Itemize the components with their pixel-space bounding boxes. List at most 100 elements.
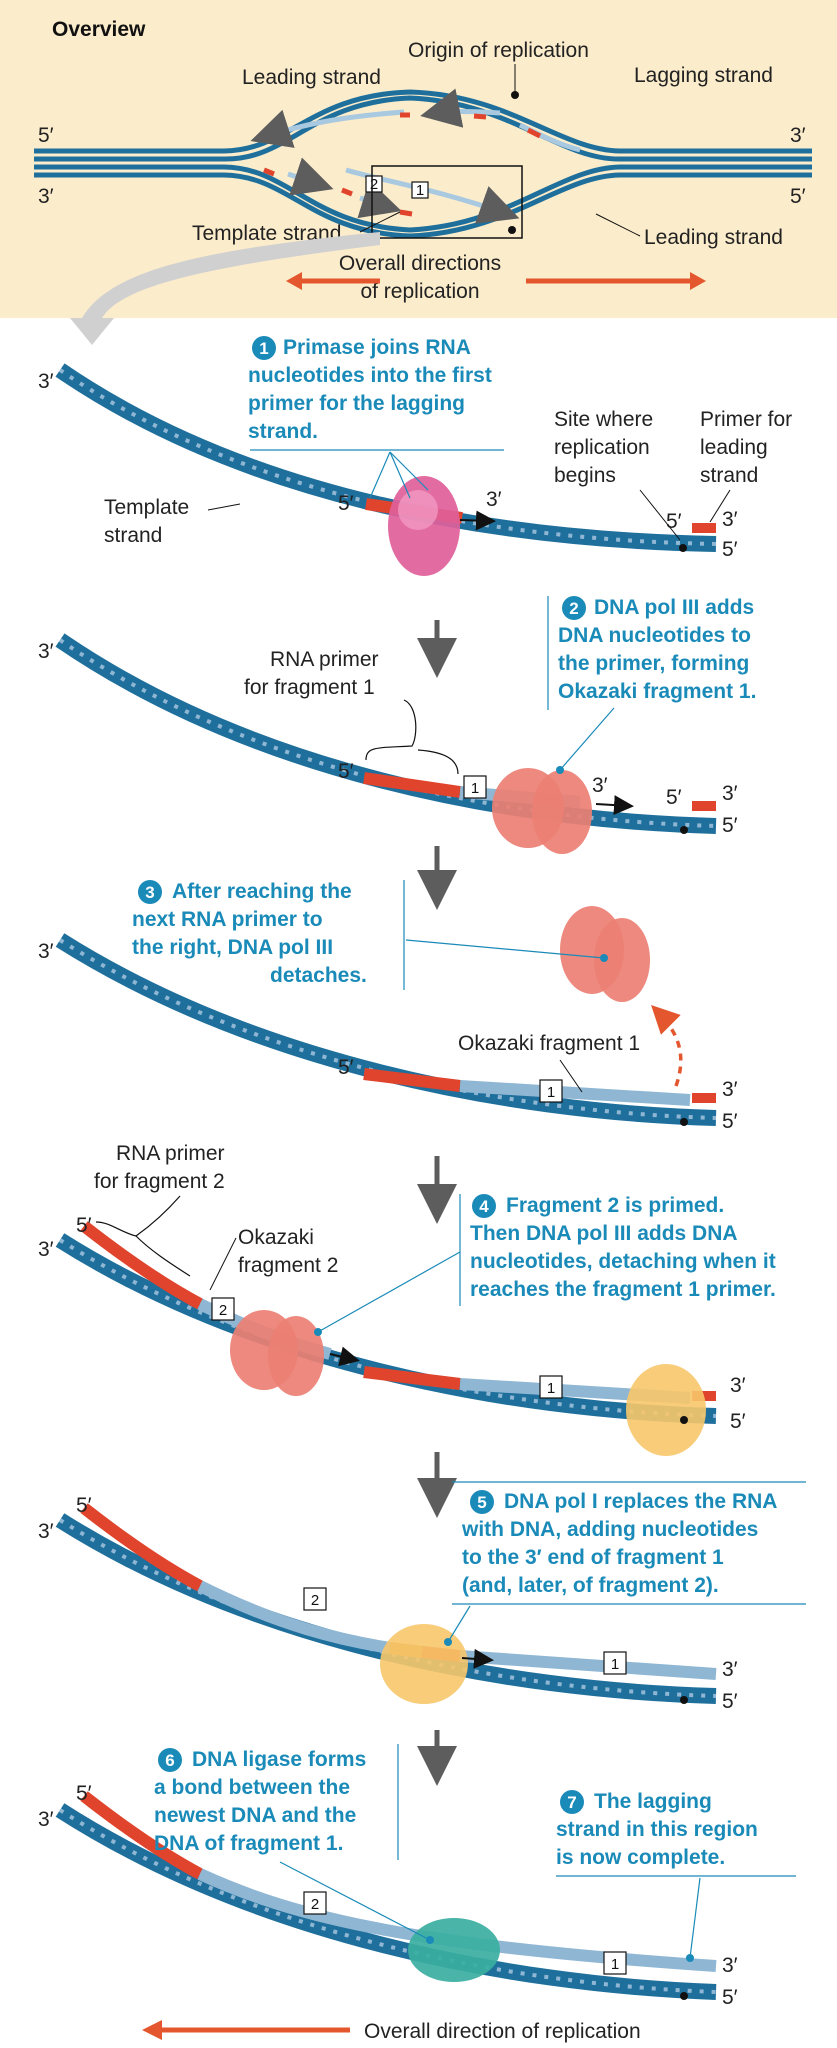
step-2-line-4: Okazaki fragment 1. xyxy=(558,680,756,703)
step-1-line-1: Primase joins RNA xyxy=(283,336,471,359)
primer-leading-leader xyxy=(709,489,731,523)
site-line-2: replication xyxy=(554,436,650,459)
panel-1-5prime-right: 5′ xyxy=(722,538,738,561)
panel-4-3prime-right: 3′ xyxy=(730,1374,746,1397)
step-7-badge xyxy=(560,1790,584,1814)
panel-1-template-bases xyxy=(58,368,717,546)
dna-ligase-enzyme xyxy=(408,1918,500,1982)
panel-3-okazaki-fragment xyxy=(459,1080,691,1106)
template-strand-label: Template strand xyxy=(192,222,341,245)
step-3-line-4: detaches. xyxy=(270,964,367,987)
panel-4-direction-arrow xyxy=(329,1346,360,1367)
panel-5-5prime-right: 5′ xyxy=(722,1690,738,1713)
step-4-leader-dot xyxy=(314,1328,322,1336)
primer-bottom-3 xyxy=(399,209,413,217)
site-leader xyxy=(639,489,681,541)
step-7-leader xyxy=(689,1877,701,1959)
step-5-badge xyxy=(470,1490,494,1514)
panel-6-3prime-left: 3′ xyxy=(38,1808,54,1831)
panel-4-fragment1-label: 1 xyxy=(547,1380,555,1397)
overview-fragment-2-box xyxy=(365,175,383,193)
panel-1-template-line-1: Template xyxy=(104,496,189,519)
panel-1-direction-arrow xyxy=(459,510,496,531)
primer-leading-line-1: Primer for xyxy=(700,408,792,431)
bottom-parental-strand-outer xyxy=(34,172,812,239)
detached-pol-iii-b xyxy=(594,918,650,1002)
panel-4-fragment2-box xyxy=(211,1297,235,1321)
step-3-leader-dot xyxy=(600,954,608,962)
step-5-number: 5 xyxy=(477,1493,486,1512)
panel-5-rna-primer-2 xyxy=(80,1503,203,1592)
step-6-line-4: DNA of fragment 1. xyxy=(154,1832,343,1855)
rna-primer-1-bracket-right xyxy=(417,749,459,775)
primer-leading-line-2: leading xyxy=(700,436,768,459)
footer-direction-label: Overall direction of replication xyxy=(364,2020,641,2043)
overview-fragment-1-label: 1 xyxy=(416,182,424,199)
step-3-number: 3 xyxy=(145,883,154,902)
panel-4: 2 1 3′ 5′ 3′ 5′ RNA primer for fragment … xyxy=(38,1142,776,1456)
bottom-parental-strand xyxy=(34,164,812,233)
step-5-line-4: (and, later, of fragment 2). xyxy=(462,1574,719,1597)
panel-2-direction-arrow xyxy=(595,795,634,816)
panel-1-5prime-leading: 5′ xyxy=(666,510,682,533)
panel-4-origin-dot xyxy=(680,1416,688,1424)
overview-end-3-right: 3′ xyxy=(790,124,806,147)
panel-1: 3′ 5′ 3′ 5′ 3′ 5′ 1 Primase joins RNA nu… xyxy=(38,336,792,576)
lagging-bottom-frag2 xyxy=(287,157,334,196)
pol-i-enzyme xyxy=(626,1364,706,1456)
origin-label: Origin of replication xyxy=(408,39,589,62)
step-6-leader-dot xyxy=(426,1936,434,1944)
step-1-line-4: strand. xyxy=(248,420,318,443)
step-6-line-1: DNA ligase forms xyxy=(192,1748,366,1771)
panel-6-fragment2-box xyxy=(303,1891,327,1915)
panel-5-5prime-primer: 5′ xyxy=(76,1494,92,1517)
step-4-line-4: reaches the fragment 1 primer. xyxy=(470,1278,776,1301)
leading-top-arrow xyxy=(420,88,501,128)
panel-6-template-bases xyxy=(58,1808,717,1994)
step-1-line-3: primer for the lagging xyxy=(248,392,465,415)
panel-4-3prime-left: 3′ xyxy=(38,1238,54,1261)
overview-title: Overview xyxy=(52,18,146,41)
primase-highlight xyxy=(398,490,438,530)
step-6-number: 6 xyxy=(165,1751,174,1770)
panel-2: 1 3′ 5′ 3′ 5′ 3′ 5′ RNA primer for fragm… xyxy=(38,596,756,854)
step-1-leader-b xyxy=(389,451,411,499)
primer-top-2 xyxy=(473,113,487,120)
leading-top-long-arrow xyxy=(250,109,405,148)
step-2-line-3: the primer, forming xyxy=(558,652,749,675)
step-1-leader-a xyxy=(369,451,391,499)
panel-6-fragment1-label: 1 xyxy=(611,1956,619,1973)
rna-primer-2-line-2: for fragment 2 xyxy=(94,1170,225,1193)
overview-panel: Overview Origin of replication Leading s… xyxy=(0,0,837,318)
step-5-line-2: with DNA, adding nucleotides xyxy=(461,1518,758,1541)
step-3-badge xyxy=(138,880,162,904)
panel-1-3prime-left: 3′ xyxy=(38,370,54,393)
step-4-leader xyxy=(317,1251,461,1333)
panel-6-3prime-right: 3′ xyxy=(722,1954,738,1977)
rna-primer-2-line-1: RNA primer xyxy=(116,1142,225,1165)
step-2-line-1: DNA pol III adds xyxy=(594,596,754,619)
step-3-leader xyxy=(405,939,605,959)
step-4-line-1: Fragment 2 is primed. xyxy=(506,1194,724,1217)
panel-6-5prime-right: 5′ xyxy=(722,1986,738,2009)
zoom-arrow xyxy=(70,232,380,345)
panel-1-3prime-right: 3′ xyxy=(722,508,738,531)
panel-5-3prime-left: 3′ xyxy=(38,1520,54,1543)
primer-bottom-1 xyxy=(263,167,275,177)
panel-5-template-bases xyxy=(58,1518,717,1698)
panel-5-okazaki-2 xyxy=(197,1580,391,1654)
step-3-line-3: the right, DNA pol III xyxy=(132,936,333,959)
leading-strand-top-label: Leading strand xyxy=(242,66,381,89)
lagging-bottom-frag1 xyxy=(357,179,402,219)
panel-1-5prime-primer: 5′ xyxy=(338,492,354,515)
panel-2-fragment-label: 1 xyxy=(471,780,479,797)
pol-i-replacing xyxy=(380,1624,468,1704)
overview-end-5-right: 5′ xyxy=(790,185,806,208)
site-line-1: Site where xyxy=(554,408,653,431)
okazaki-1-leader xyxy=(559,1059,583,1093)
step-7-line-3: is now complete. xyxy=(556,1846,725,1869)
panel-5-3prime-right: 3′ xyxy=(722,1658,738,1681)
step-3-line-2: next RNA primer to xyxy=(132,908,323,931)
footer-direction-arrow xyxy=(142,2020,162,2040)
